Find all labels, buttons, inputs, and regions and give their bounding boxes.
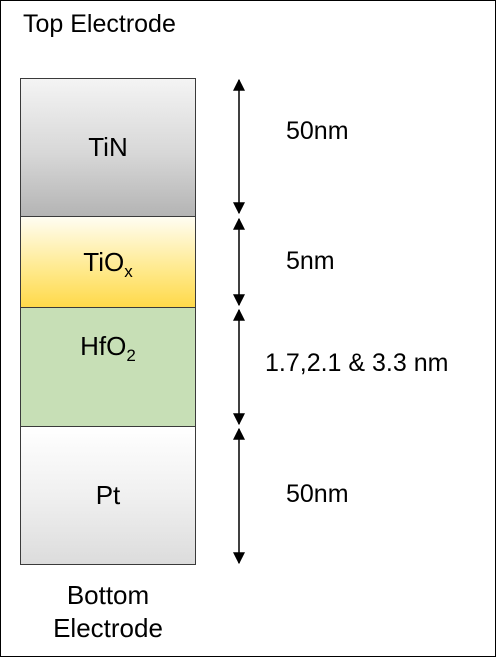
layer-tin: TiN [20,78,196,217]
bottom-electrode-label: Bottom Electrode [20,579,196,645]
top-electrode-label: Top Electrode [23,10,176,38]
layer-hfo2-label: HfO2 [80,331,136,365]
tiox-thickness-label: 5nm [286,247,335,275]
layer-pt: Pt [20,426,196,565]
layer-tiox: TiOx [20,216,196,308]
layer-hfo2-subscript: 2 [126,346,136,365]
bottom-electrode-line2: Electrode [53,613,163,643]
layer-tiox-main: TiO [83,246,125,277]
hfo2-thickness-label: 1.7,2.1 & 3.3 nm [265,349,449,377]
layer-tin-label: TiN [88,132,128,162]
layer-tiox-subscript: x [124,261,133,281]
tin-thickness-label: 50nm [286,117,349,145]
layer-pt-label: Pt [95,480,121,510]
layer-hfo2-main: HfO [80,331,127,361]
bottom-electrode-line1: Bottom [66,580,150,610]
layer-tiox-label: TiOx [83,246,133,281]
pt-thickness-label: 50nm [286,480,349,508]
